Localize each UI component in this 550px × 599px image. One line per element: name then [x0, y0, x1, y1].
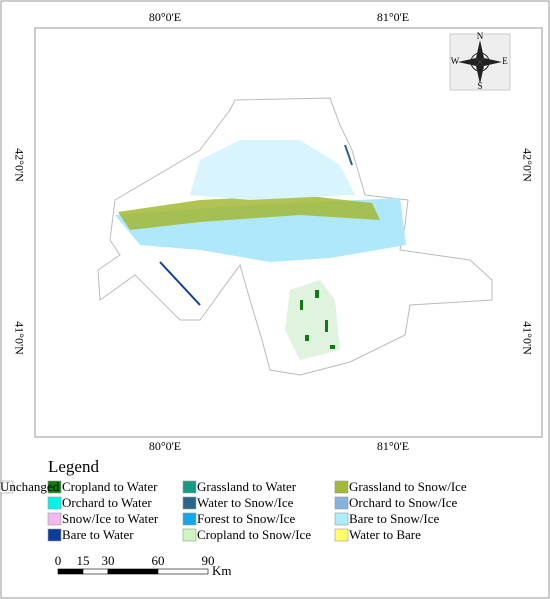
scale-label: 90	[202, 553, 215, 568]
compass-label: W	[451, 56, 460, 66]
scale-segment	[57, 568, 84, 575]
legend-swatch	[47, 528, 62, 542]
river	[344, 144, 353, 166]
snow-area	[190, 140, 355, 200]
study-area	[97, 97, 493, 376]
scale-segment	[107, 568, 159, 575]
legend-swatch	[334, 528, 349, 542]
legend-swatch	[334, 496, 349, 510]
grass-band	[118, 195, 380, 230]
legend-label: Bare to Water	[62, 527, 134, 542]
coord-label: 81°0'E	[377, 439, 409, 453]
legend-label: Grassland to Snow/Ice	[349, 479, 467, 494]
scale-segment	[82, 568, 109, 575]
coord-label: 41°0'N	[520, 321, 534, 355]
legend-label: Snow/Ice to Water	[62, 511, 159, 526]
river	[159, 261, 201, 306]
coord-label: 81°0'E	[377, 10, 409, 24]
legend-swatch	[47, 512, 62, 526]
coord-label: 41°0'N	[12, 321, 26, 355]
coord-label: 80°0'E	[149, 10, 181, 24]
legend-label: Water to Bare	[349, 527, 421, 542]
crop-patches	[300, 290, 335, 349]
scale-segment	[157, 568, 209, 575]
scale-unit: Km	[212, 563, 232, 578]
coord-label: 42°0'N	[12, 148, 26, 182]
legend-title: Legend	[48, 457, 99, 476]
legend-swatch	[182, 528, 197, 542]
legend-swatch	[182, 480, 197, 494]
legend-label: Unchanged	[0, 479, 60, 494]
legend-swatch	[0, 480, 14, 494]
legend-label: Orchard to Water	[62, 495, 152, 510]
legend-swatch	[182, 496, 197, 510]
compass: N S E W	[449, 31, 511, 91]
legend-label: Cropland to Water	[62, 479, 158, 494]
legend-label: Grassland to Water	[197, 479, 297, 494]
compass-label: S	[477, 81, 482, 91]
legend-label: Orchard to Snow/Ice	[349, 495, 458, 510]
legend-swatch	[47, 480, 62, 494]
scale-label: 15	[77, 553, 90, 568]
legend-swatch	[334, 480, 349, 494]
scale-label: 30	[102, 553, 115, 568]
legend-label: Forest to Snow/Ice	[197, 511, 295, 526]
legend-swatch	[47, 496, 62, 510]
crop-area	[285, 280, 340, 360]
legend-swatch	[182, 512, 197, 526]
legend-label: Water to Snow/Ice	[197, 495, 294, 510]
coord-label: 42°0'N	[520, 148, 534, 182]
compass-label: N	[477, 31, 484, 41]
scale-label: 60	[152, 553, 165, 568]
legend-swatch	[334, 512, 349, 526]
compass-label: E	[502, 56, 508, 66]
legend-label: Cropland to Snow/Ice	[197, 527, 311, 542]
legend-label: Bare to Snow/Ice	[349, 511, 439, 526]
coord-label: 80°0'E	[149, 439, 181, 453]
scale-label: 0	[55, 553, 62, 568]
